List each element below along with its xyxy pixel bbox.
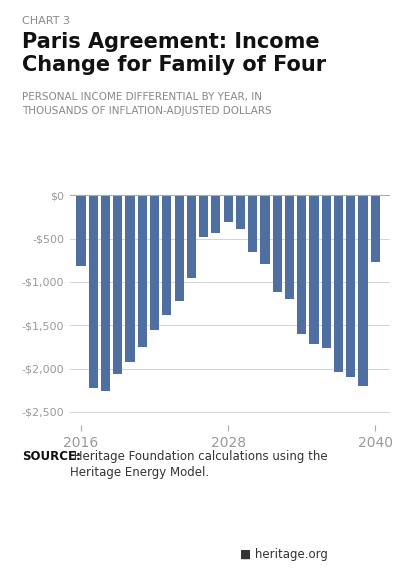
Bar: [211, 195, 220, 232]
Text: PERSONAL INCOME DIFFERENTIAL BY YEAR, IN
THOUSANDS OF INFLATION-ADJUSTED DOLLARS: PERSONAL INCOME DIFFERENTIAL BY YEAR, IN…: [22, 92, 272, 117]
Bar: [371, 195, 380, 262]
Bar: [150, 195, 159, 331]
Bar: [101, 195, 110, 391]
Bar: [273, 195, 282, 292]
Text: Change for Family of Four: Change for Family of Four: [22, 55, 326, 75]
Bar: [358, 195, 368, 386]
Bar: [89, 195, 98, 388]
Bar: [248, 195, 257, 251]
Bar: [138, 195, 147, 347]
Bar: [334, 195, 343, 372]
Bar: [285, 195, 294, 299]
Bar: [174, 195, 184, 301]
Bar: [346, 195, 355, 377]
Bar: [113, 195, 122, 374]
Text: Paris Agreement: Income: Paris Agreement: Income: [22, 32, 320, 52]
Text: Heritage Foundation calculations using the
Heritage Energy Model.: Heritage Foundation calculations using t…: [70, 450, 328, 479]
Bar: [322, 195, 331, 348]
Bar: [126, 195, 135, 362]
Bar: [162, 195, 172, 315]
Bar: [76, 195, 86, 266]
Bar: [309, 195, 318, 344]
Text: CHART 3: CHART 3: [22, 16, 70, 26]
Bar: [224, 195, 233, 222]
Text: ■ heritage.org: ■ heritage.org: [240, 548, 328, 561]
Bar: [187, 195, 196, 277]
Bar: [260, 195, 270, 264]
Text: SOURCE:: SOURCE:: [22, 450, 81, 462]
Bar: [297, 195, 306, 334]
Bar: [236, 195, 245, 229]
Bar: [199, 195, 208, 237]
